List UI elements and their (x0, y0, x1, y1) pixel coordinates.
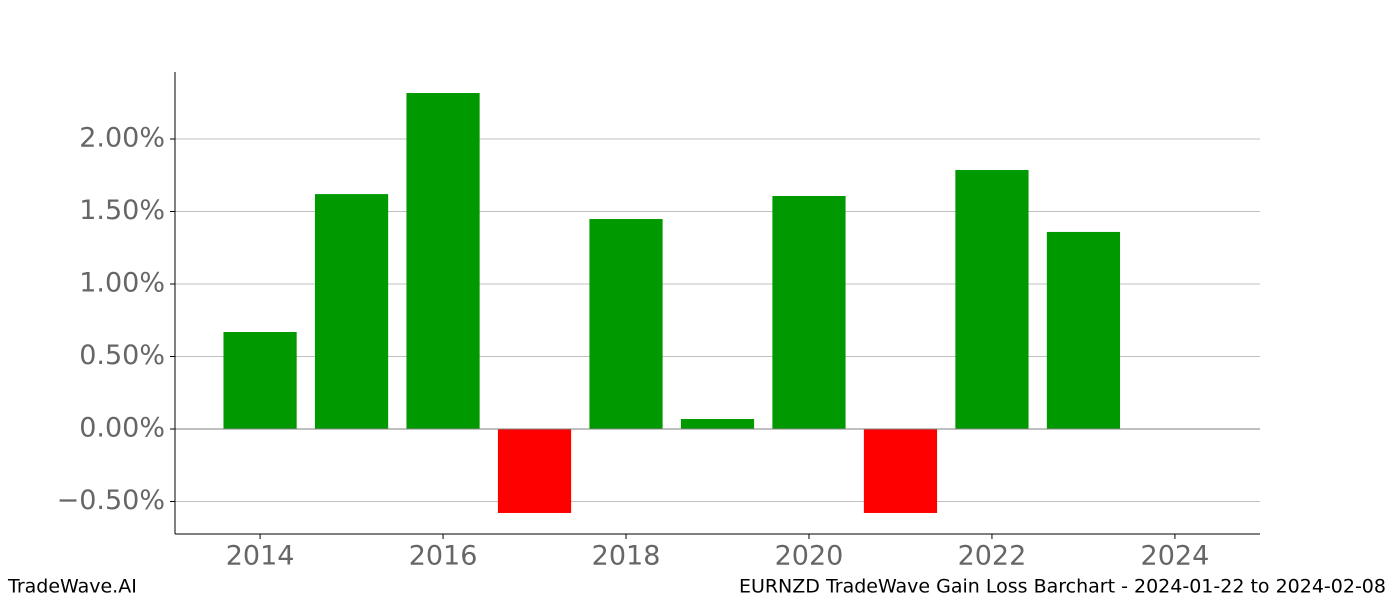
y-tick-label: 1.00% (79, 268, 165, 299)
bar (497, 429, 572, 513)
y-tick-label: 0.50% (79, 340, 165, 371)
x-tick-label: 2014 (226, 541, 295, 572)
bar (955, 170, 1029, 430)
bar (314, 194, 389, 430)
y-tick-label: 2.00% (79, 122, 165, 153)
y-tick-label: 1.50% (79, 195, 165, 226)
x-tick-label: 2024 (1141, 541, 1210, 572)
bar (863, 429, 938, 513)
y-tick-label: 0.00% (79, 413, 165, 444)
bar (589, 219, 663, 430)
bar (406, 93, 480, 430)
bar (680, 419, 755, 430)
bar (223, 332, 297, 430)
x-tick-label: 2018 (592, 541, 661, 572)
y-tick-label: −0.50% (57, 485, 165, 516)
bar (1046, 231, 1121, 430)
bar (772, 195, 846, 430)
x-tick-label: 2016 (409, 541, 478, 572)
footer-right: EURNZD TradeWave Gain Loss Barchart - 20… (739, 576, 1386, 598)
x-tick-label: 2022 (958, 541, 1027, 572)
footer-left: TradeWave.AI (7, 576, 137, 598)
x-tick-label: 2020 (775, 541, 844, 572)
